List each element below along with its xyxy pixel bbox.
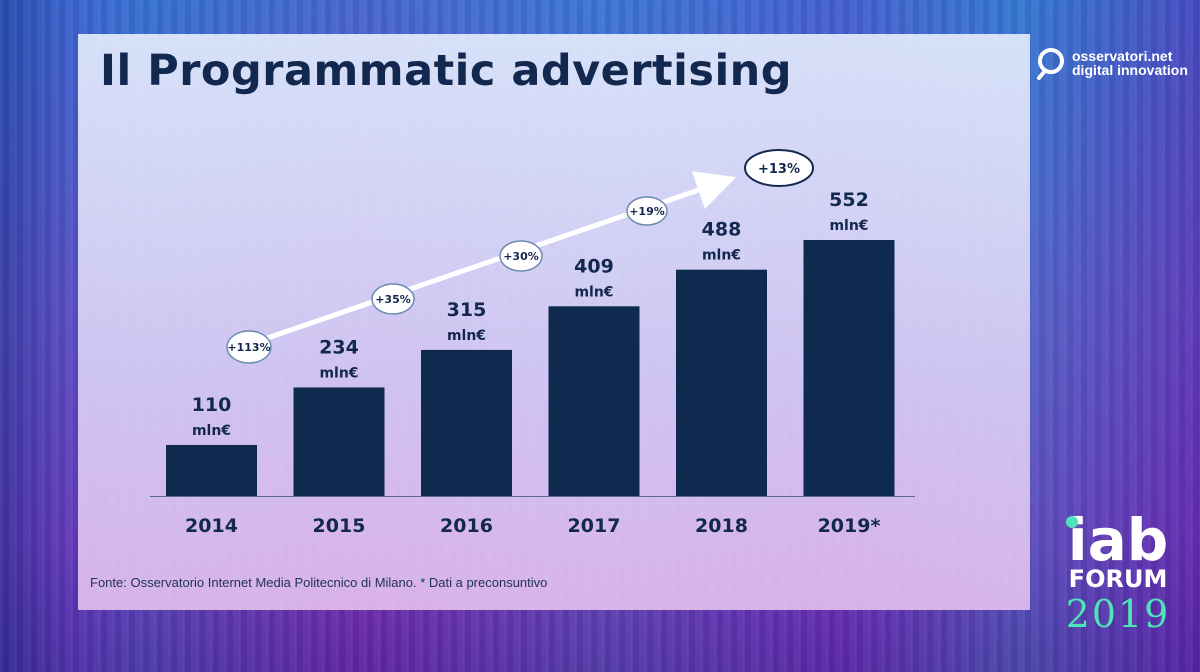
growth-label: +113% xyxy=(227,341,270,354)
iab-word-text: iab xyxy=(1067,506,1169,574)
bar-2016 xyxy=(421,349,512,496)
bar-2019 xyxy=(803,240,895,496)
magnifier-logo-icon xyxy=(1037,48,1064,80)
value-label: 552 xyxy=(829,189,869,211)
growth-label: +30% xyxy=(503,250,539,263)
unit-label: mln€ xyxy=(447,328,486,344)
growth-bubble xyxy=(499,240,543,272)
brand-line-2: digital innovation xyxy=(1072,62,1188,78)
value-label: 488 xyxy=(702,219,742,241)
year-tick-label: 2015 xyxy=(313,515,366,537)
year-tick-label: 2017 xyxy=(568,515,621,537)
osservatori-brand: osservatori.net digital innovation xyxy=(1034,46,1188,80)
iab-word: iab xyxy=(1058,511,1178,569)
brand-text: osservatori.net digital innovation xyxy=(1072,49,1188,77)
bar-2014 xyxy=(166,444,257,496)
iab-dot xyxy=(1066,516,1078,528)
growth-label: +13% xyxy=(758,162,800,177)
value-label: 409 xyxy=(574,255,614,277)
growth-label: +19% xyxy=(629,205,665,218)
bar-2017 xyxy=(548,306,640,496)
growth-label: +35% xyxy=(375,293,411,306)
growth-bubble xyxy=(226,330,272,364)
source-note: Fonte: Osservatorio Internet Media Polit… xyxy=(90,575,548,590)
iab-forum-text: FORUM xyxy=(1068,565,1168,593)
growth-bubble xyxy=(371,283,415,315)
unit-label: mln€ xyxy=(702,248,741,264)
unit-label: mln€ xyxy=(192,423,231,439)
page-title: Il Programmatic advertising xyxy=(100,46,793,96)
iab-forum-logo: iab FORUM 2019 xyxy=(1058,511,1178,636)
year-tick-label: 2016 xyxy=(440,515,493,537)
bar-2015 xyxy=(293,387,385,496)
value-label: 234 xyxy=(319,336,359,358)
year-tick-label: 2019* xyxy=(818,515,881,537)
value-label: 110 xyxy=(192,394,232,416)
bar-2018 xyxy=(676,269,767,496)
year-tick-label: 2018 xyxy=(695,515,748,537)
unit-label: mln€ xyxy=(574,284,613,300)
growth-bubble xyxy=(744,149,814,187)
unit-label: mln€ xyxy=(829,218,868,234)
value-label: 315 xyxy=(447,299,487,321)
growth-bubble xyxy=(626,196,668,226)
year-tick-label: 2014 xyxy=(185,515,238,537)
unit-label: mln€ xyxy=(319,365,358,381)
iab-year-text: 2019 xyxy=(1065,592,1171,636)
brand-line-1: osservatori.net xyxy=(1072,48,1173,64)
